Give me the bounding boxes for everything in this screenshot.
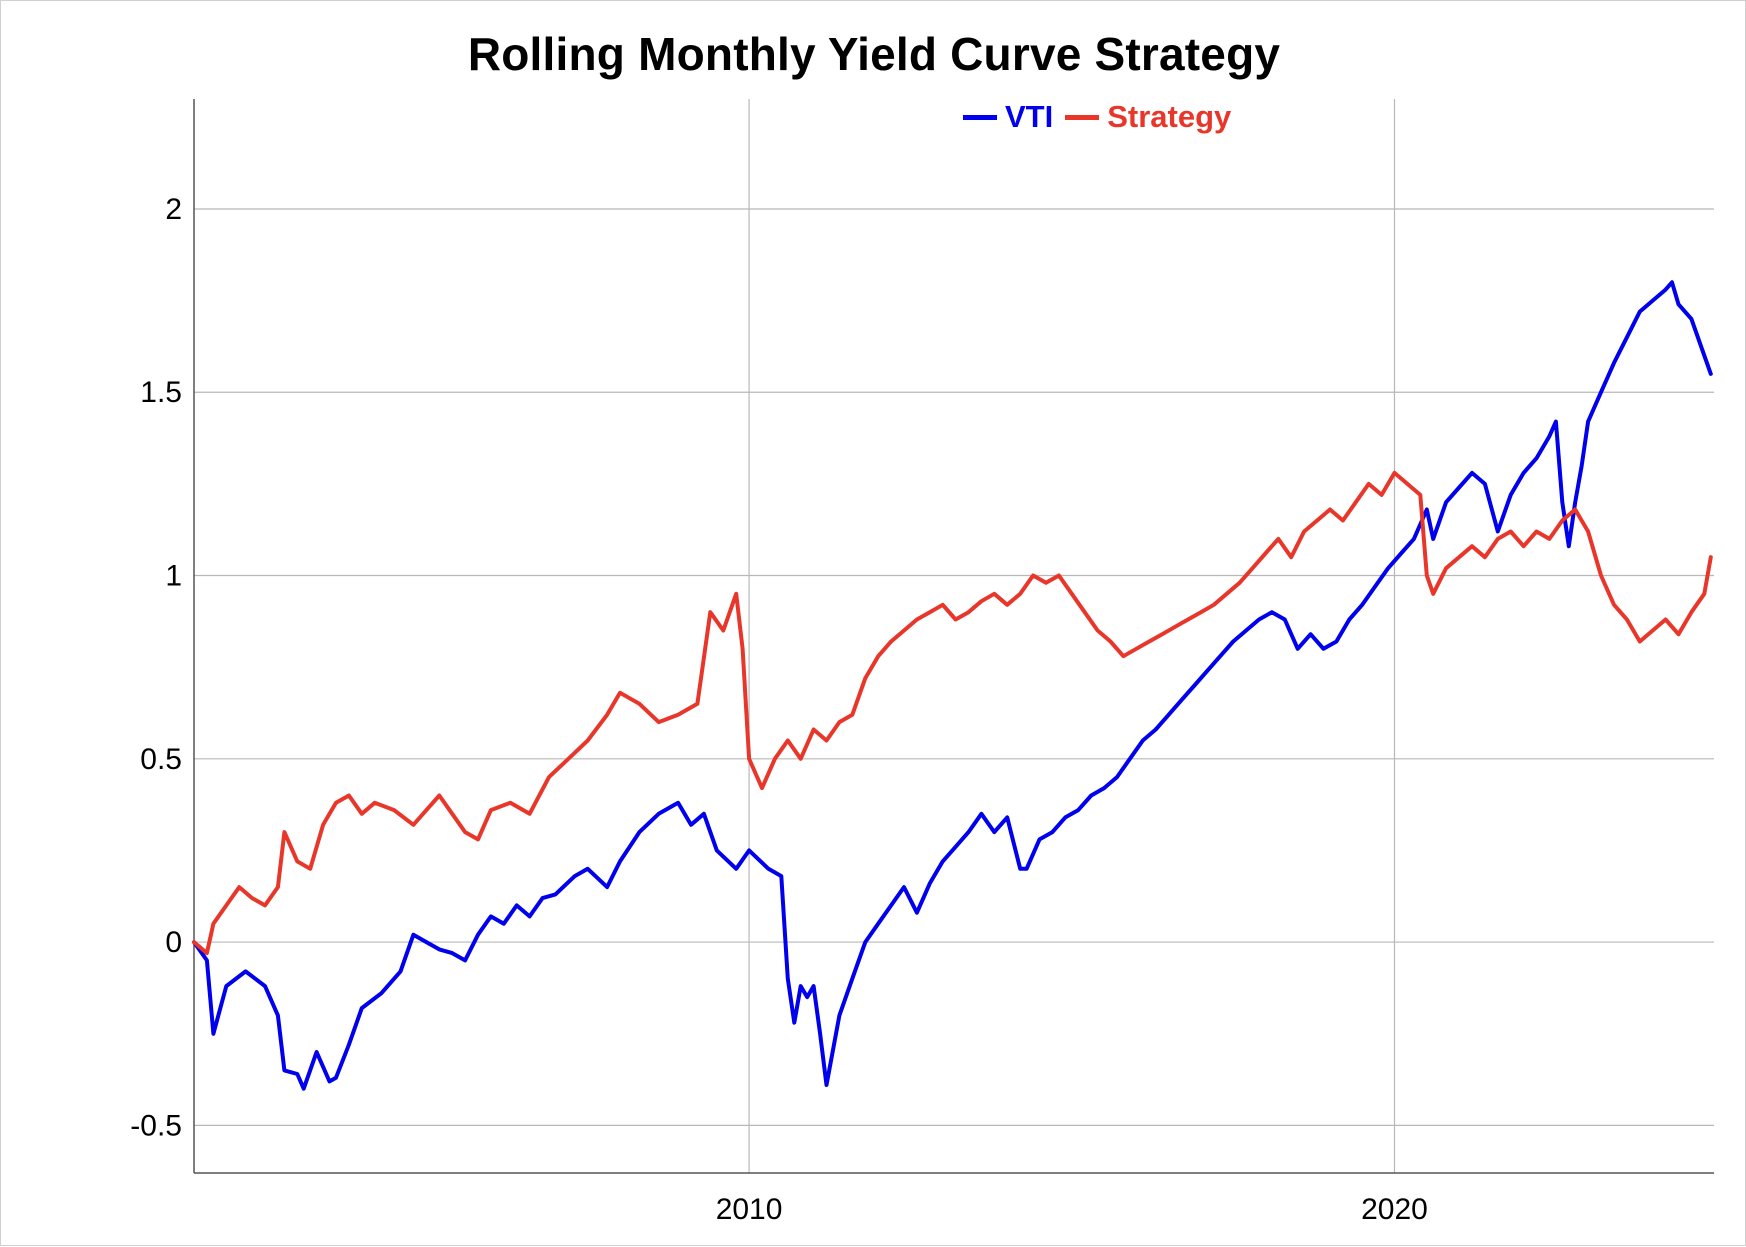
series-line-vti (192, 280, 1713, 1091)
legend-swatch (963, 114, 997, 120)
y-tick-label: 2 (165, 193, 182, 226)
chart-title: Rolling Monthly Yield Curve Strategy (467, 28, 1281, 80)
y-tick-label: 1 (165, 560, 182, 593)
chart-legend: VTI Strategy (963, 99, 1243, 135)
legend-label: Strategy (1107, 99, 1232, 134)
legend-swatch (1065, 114, 1100, 120)
series-lines (192, 280, 1713, 1091)
x-tick-label: 2020 (1361, 1193, 1428, 1226)
x-tick-label: 2010 (716, 1193, 783, 1226)
grid-lines (194, 99, 1714, 1173)
axes (193, 99, 1714, 1174)
y-tick-label: -0.5 (130, 1109, 182, 1142)
legend-label: VTI (1005, 99, 1054, 134)
y-tick-label: 1.5 (140, 376, 182, 409)
series-line-strategy (192, 470, 1713, 956)
tick-labels: 2 1.5 1 0.5 0 -0.5 2010 2020 (130, 193, 1428, 1226)
legend-item-strategy: Strategy (1065, 99, 1231, 135)
y-tick-label: 0.5 (140, 743, 182, 776)
y-tick-label: 0 (165, 926, 182, 959)
legend-item-vti: VTI (963, 99, 1053, 135)
